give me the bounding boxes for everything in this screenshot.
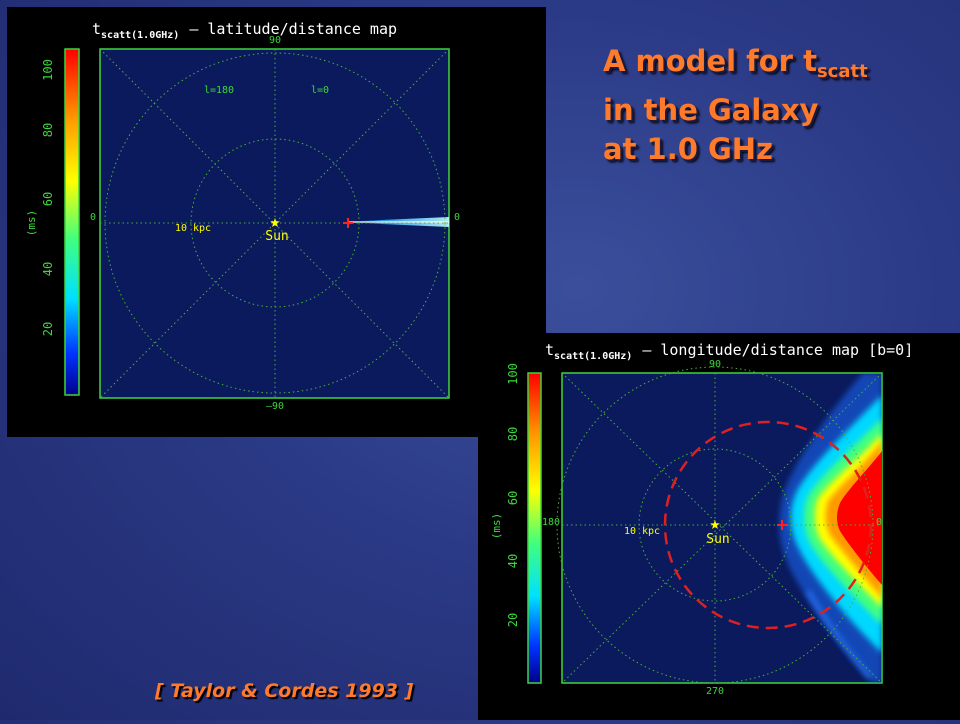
left-axis-label: 0 [90,212,96,223]
colorbar-unit: (ms) [25,210,38,237]
sun-icon [270,218,280,227]
left-axis-label: 180 [542,517,560,528]
longitude-distance-map-panel: tscatt(1.0GHz) – longitude/distance map [… [478,333,960,720]
colorbar-tick: 80 [506,427,520,441]
slide-title: A model for tscatt in the Galaxy at 1.0 … [603,42,868,169]
ring-label: 10 kpc [175,223,211,234]
colorbar-tick: 60 [41,192,55,206]
colorbar-tick: 40 [41,262,55,276]
sun-icon [710,520,720,529]
colorbar-tick: 80 [41,123,55,137]
sun-label: Sun [265,229,288,244]
citation: [ Taylor & Cordes 1993 ] [155,680,414,702]
top-axis-label: 90 [269,35,281,46]
polar-grid [556,366,883,684]
map1-title: tscatt(1.0GHz) – latitude/distance map [92,20,397,41]
l0-label: l=0 [311,85,329,96]
scattering-heatmap [779,373,882,683]
top-axis-label: 90 [709,359,721,370]
colorbar-ticks: 100 80 60 40 20 (ms) [490,363,520,627]
latitude-distance-map: tscatt(1.0GHz) – latitude/distance map 10… [25,20,460,412]
colorbar-ticks: 100 80 60 40 20 (ms) [25,59,55,336]
title-line-2: in the Galaxy [603,93,819,127]
bottom-axis-label: –90 [266,401,284,412]
colorbar-tick: 20 [506,613,520,627]
colorbar-tick: 20 [41,322,55,336]
colorbar-unit: (ms) [490,513,503,540]
right-axis-label: 0 [454,212,460,223]
right-axis-label: 0 [876,517,882,528]
dashed-circle [663,420,873,630]
title-line-3: at 1.0 GHz [603,132,773,166]
title-line-1: A model for tscatt [603,44,868,82]
colorbar [527,372,542,684]
colorbar-tick: 100 [506,363,520,385]
colorbar-tick: 60 [506,491,520,505]
colorbar-tick: 40 [506,554,520,568]
colorbar [64,48,80,396]
galactic-center-marker [343,218,353,228]
galactic-center-marker [777,520,787,530]
longitude-distance-map: tscatt(1.0GHz) – longitude/distance map [… [490,341,913,697]
bottom-axis-label: 270 [706,686,724,697]
sun-label: Sun [706,532,729,547]
map2-title: tscatt(1.0GHz) – longitude/distance map [… [545,341,913,362]
latitude-distance-map-panel: tscatt(1.0GHz) – latitude/distance map 10… [7,7,546,437]
colorbar-tick: 100 [41,59,55,81]
l180-label: l=180 [204,85,234,96]
ring-label: 10 kpc [624,526,660,537]
polar-grid [99,48,450,399]
